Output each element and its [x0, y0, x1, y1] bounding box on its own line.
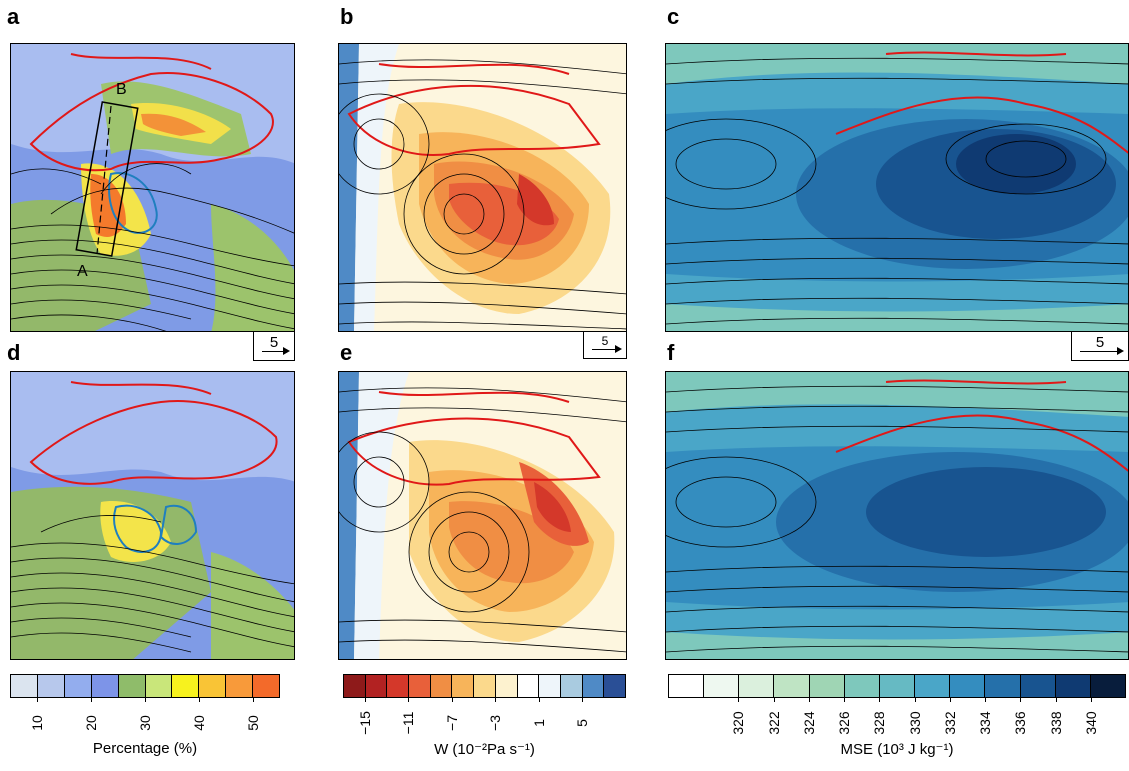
percentage-swatch [37, 675, 65, 697]
w-swatch [495, 675, 518, 697]
panel-label-b: b [340, 4, 354, 29]
mse-swatch [704, 675, 740, 697]
colorbar-percentage [10, 674, 280, 698]
map-panel-c [665, 43, 1129, 332]
percentage-swatch [91, 675, 119, 697]
w-swatch [539, 675, 561, 697]
vector-key-b: 5 [583, 331, 627, 359]
panel-label-d: d [7, 340, 21, 365]
w-tick-label: −11 [398, 697, 418, 746]
percentage-swatch [226, 675, 254, 697]
mse-tick-label: 320 [728, 697, 748, 746]
panel-label-f: f [667, 340, 675, 365]
colorbar-mse-title: MSE (10³ J kg⁻¹) [840, 741, 954, 758]
mse-swatch [915, 675, 951, 697]
mse-swatch [1055, 675, 1091, 697]
percentage-tick-label: 20 [81, 697, 101, 746]
w-swatch [430, 675, 453, 697]
percentage-swatch [199, 675, 227, 697]
w-swatch [409, 675, 431, 697]
box-endpoint-b-label: B [116, 81, 127, 98]
percentage-swatch [253, 675, 280, 697]
vector-key-a-arrow [262, 347, 290, 355]
mse-swatch [774, 675, 810, 697]
w-tick-label: −7 [442, 697, 462, 746]
mse-swatch [844, 675, 880, 697]
percentage-swatch [145, 675, 173, 697]
mse-tick-label: 322 [764, 697, 784, 746]
mse-tick-label: 334 [975, 697, 995, 746]
mse-swatch [669, 675, 705, 697]
w-swatch [560, 675, 583, 697]
mse-swatch [879, 675, 916, 697]
vector-key-a-value: 5 [269, 334, 279, 351]
w-tick-label: 5 [572, 697, 592, 746]
w-swatch [365, 675, 388, 697]
percentage-tick-label: 40 [189, 697, 209, 746]
box-endpoint-a-label: A [77, 263, 88, 280]
w-tick-label: −15 [355, 697, 375, 746]
w-swatch [582, 675, 605, 697]
mse-tick-label: 324 [799, 697, 819, 746]
w-swatch [604, 675, 625, 697]
percentage-tick-label: 30 [135, 697, 155, 746]
mse-tick-label: 330 [905, 697, 925, 746]
mse-swatch [985, 675, 1021, 697]
map-panel-b [338, 43, 627, 332]
mse-swatch [950, 675, 986, 697]
mse-tick-label: 336 [1010, 697, 1030, 746]
percentage-swatch [64, 675, 92, 697]
w-swatch [517, 675, 540, 697]
mse-swatch [739, 675, 775, 697]
mse-tick-label: 338 [1046, 697, 1066, 746]
mse-swatch [1020, 675, 1056, 697]
mse-tick-label: 328 [869, 697, 889, 746]
map-panel-e [338, 371, 627, 660]
w-swatch [474, 675, 496, 697]
vector-key-b-arrow [592, 345, 622, 353]
w-tick-label: −3 [485, 697, 505, 746]
colorbar-percentage-title: Percentage (%) [92, 740, 198, 757]
colorbar-w-title: W (10⁻²Pa s⁻¹) [434, 741, 535, 758]
vector-key-a: 5 [253, 331, 295, 361]
percentage-tick-label: 10 [27, 697, 47, 746]
vector-key-b-value: 5 [601, 334, 609, 348]
vector-key-c-value: 5 [1095, 334, 1105, 351]
vector-key-c: 5 [1071, 331, 1129, 361]
percentage-swatch [11, 675, 38, 697]
mse-tick-label: 326 [834, 697, 854, 746]
mse-tick-label: 340 [1081, 697, 1101, 746]
map-panel-d [10, 371, 295, 660]
colorbar-w [343, 674, 626, 698]
vector-key-c-arrow [1080, 347, 1124, 355]
map-panel-f [665, 371, 1129, 660]
panel-label-e: e [340, 340, 353, 365]
w-swatch [344, 675, 366, 697]
colorbar-mse [668, 674, 1126, 698]
w-swatch [387, 675, 410, 697]
panel-label-c: c [667, 4, 680, 29]
percentage-swatch [172, 675, 200, 697]
w-tick-label: 1 [529, 697, 549, 746]
percentage-tick-label: 50 [243, 697, 263, 746]
mse-tick-label: 332 [940, 697, 960, 746]
w-swatch [452, 675, 475, 697]
map-panel-a: B A [10, 43, 295, 332]
panel-label-a: a [7, 4, 20, 29]
percentage-swatch [118, 675, 146, 697]
mse-swatch [809, 675, 845, 697]
mse-swatch [1090, 675, 1126, 697]
